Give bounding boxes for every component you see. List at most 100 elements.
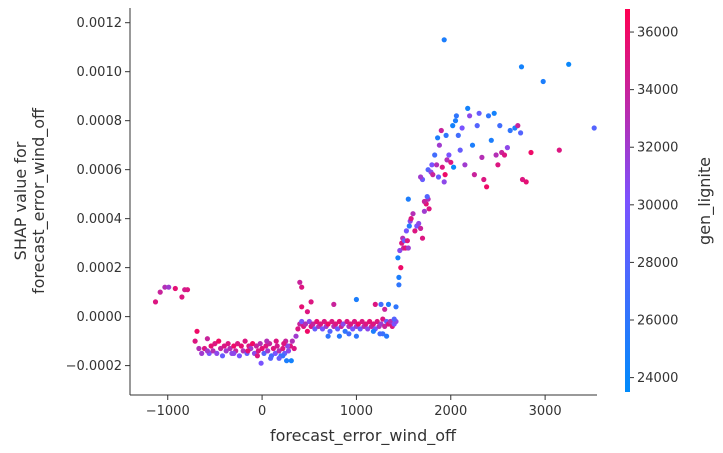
- colorbar: [625, 9, 630, 392]
- scatter-point: [367, 318, 373, 325]
- scatter-point: [397, 247, 403, 254]
- scatter-point: [265, 348, 271, 354]
- colorbar-tick-label: 34000: [637, 83, 678, 98]
- x-axis-title: forecast_error_wind_off: [270, 426, 457, 446]
- scatter-point: [391, 316, 397, 322]
- scatter-point: [446, 152, 452, 158]
- scatter-point: [327, 328, 333, 334]
- scatter-point: [253, 343, 259, 349]
- y-tick-label: 0.0008: [77, 114, 123, 129]
- scatter-point: [276, 348, 282, 354]
- scatter-point: [474, 123, 480, 129]
- scatter-point: [219, 353, 226, 359]
- scatter-point: [344, 318, 350, 325]
- scatter-point: [501, 152, 508, 158]
- x-tick-label: 3000: [529, 404, 562, 419]
- scatter-point: [310, 321, 316, 327]
- scatter-point: [441, 37, 447, 43]
- scatter-point: [274, 343, 280, 349]
- scatter-point: [476, 110, 482, 116]
- scatter-point: [255, 348, 261, 354]
- scatter-point: [304, 328, 310, 334]
- scatter-point: [497, 123, 503, 129]
- scatter-point: [374, 318, 380, 325]
- scatter-point: [179, 294, 185, 300]
- scatter-point: [404, 238, 410, 244]
- scatter-point: [250, 341, 256, 347]
- scatter-point: [221, 343, 227, 349]
- scatter-point: [504, 145, 510, 151]
- x-tick-label: −1000: [146, 404, 190, 419]
- scatter-point: [336, 318, 342, 325]
- scatter-point: [333, 321, 339, 327]
- x-tick-label: 1000: [340, 404, 373, 419]
- scatter-point: [348, 321, 354, 327]
- scatter-point: [258, 360, 264, 366]
- scatter-point: [418, 174, 424, 180]
- scatter-point: [408, 216, 414, 222]
- scatter-point: [299, 304, 305, 310]
- scatter-point: [304, 309, 310, 315]
- scatter-point: [438, 127, 444, 134]
- scatter-point: [355, 321, 361, 327]
- scatter-point: [518, 130, 524, 136]
- colorbar-tick-label: 36000: [637, 26, 678, 41]
- scatter-point: [378, 321, 384, 327]
- scatter-point: [263, 343, 269, 349]
- scatter-point: [370, 321, 376, 327]
- y-tick-label: −0.0002: [66, 359, 122, 374]
- scatter-point: [481, 176, 487, 183]
- scatter-point: [523, 179, 529, 185]
- scatter-point: [293, 333, 299, 339]
- y-tick-label: 0.0000: [77, 310, 123, 325]
- scatter-point: [280, 353, 286, 359]
- y-axis-title-line-2: forecast_error_wind_off: [29, 107, 49, 294]
- scatter-point: [196, 345, 202, 352]
- scatter-point: [353, 333, 359, 339]
- scatter-point: [488, 137, 494, 143]
- scatter-point: [419, 235, 426, 241]
- scatter-point: [306, 318, 312, 325]
- scatter-point: [540, 78, 546, 85]
- scatter-point: [444, 157, 450, 163]
- scatter-point: [393, 304, 399, 310]
- scatter-point: [281, 341, 287, 347]
- scatter-point: [235, 341, 241, 347]
- scatter-point: [329, 318, 335, 325]
- scatter-point: [410, 211, 416, 217]
- colorbar-tick-label: 32000: [637, 141, 678, 156]
- scatter-point: [591, 125, 597, 131]
- scatter-point: [194, 328, 200, 334]
- scatter-point: [238, 343, 244, 349]
- colorbar-tick-label: 26000: [637, 314, 678, 329]
- scatter-point: [396, 282, 402, 288]
- scatter-point: [566, 61, 572, 67]
- scatter-point: [227, 345, 233, 352]
- scatter-point: [273, 338, 279, 344]
- scatter-point: [471, 172, 477, 178]
- scatter-point: [351, 318, 358, 325]
- scatter-point: [372, 301, 378, 307]
- scatter-point: [225, 341, 231, 347]
- scatter-point: [363, 321, 369, 327]
- scatter-point: [208, 343, 214, 349]
- scatter-point: [556, 147, 562, 153]
- scatter-point: [231, 343, 237, 349]
- colorbar-tick-label: 30000: [637, 198, 678, 213]
- scatter-point: [395, 255, 401, 261]
- scatter-point: [370, 328, 376, 334]
- scatter-point: [493, 152, 499, 158]
- scatter-point: [295, 326, 301, 332]
- scatter-point: [245, 348, 251, 354]
- scatter-point: [439, 164, 445, 170]
- scatter-point: [380, 316, 386, 322]
- scatter-point: [357, 326, 363, 332]
- scatter-point: [518, 64, 525, 70]
- scatter-point: [172, 285, 178, 292]
- scatter-point: [336, 333, 342, 339]
- colorbar-ticks: 24000 26000 28000 30000 32000 34000 36000: [630, 26, 678, 386]
- scatter-point: [319, 326, 326, 332]
- scatter-point: [242, 338, 248, 344]
- scatter-point: [280, 345, 286, 352]
